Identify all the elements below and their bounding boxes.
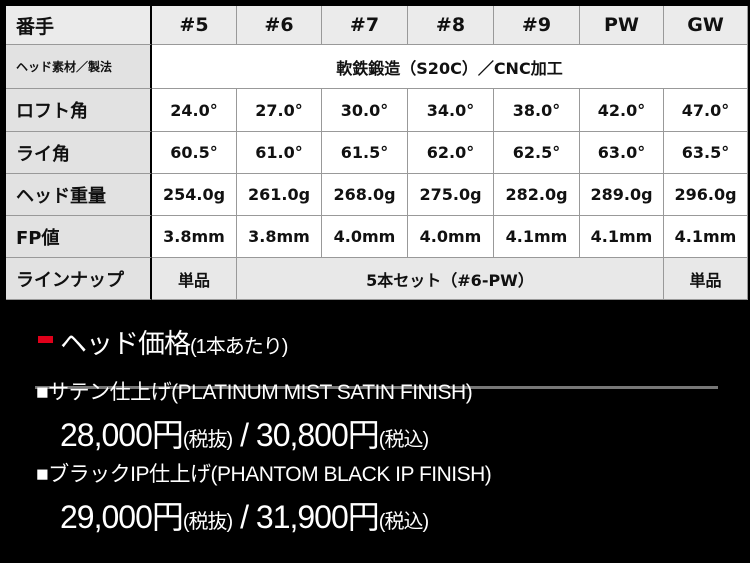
table-cell: 3.8mm: [237, 216, 322, 258]
table-cell: 61.0°: [237, 132, 322, 174]
row-label: ライ角: [6, 132, 152, 174]
table-cell: 3.8mm: [152, 216, 237, 258]
col-header: #5: [152, 6, 237, 45]
row-label: ロフト角: [6, 89, 152, 132]
lineup-label: ラインナップ: [6, 258, 152, 300]
table-cell: 60.5°: [152, 132, 237, 174]
material-value: 軟鉄鍛造（S20C）／CNC加工: [152, 45, 748, 89]
table-cell: 42.0°: [580, 89, 664, 132]
col-header: #7: [322, 6, 408, 45]
header-label: 番手: [6, 6, 152, 45]
table-cell: 261.0g: [237, 174, 322, 216]
table-cell: 268.0g: [322, 174, 408, 216]
table-cell: 296.0g: [664, 174, 748, 216]
table-cell: 30.0°: [322, 89, 408, 132]
table-cell: 282.0g: [494, 174, 580, 216]
table-cell: 62.0°: [408, 132, 494, 174]
row-label: FP値: [6, 216, 152, 258]
table-cell: 4.0mm: [408, 216, 494, 258]
col-header: #9: [494, 6, 580, 45]
divider: [35, 386, 718, 389]
table-cell: 4.1mm: [664, 216, 748, 258]
table-cell: 24.0°: [152, 89, 237, 132]
price-section: ヘッド価格(1本あたり) ■サテン仕上げ(PLATINUM MIST SATIN…: [0, 300, 750, 563]
col-header: #8: [408, 6, 494, 45]
finish-price: 28,000円(税抜) / 30,800円(税込): [60, 417, 429, 453]
lineup-single: 単品: [152, 258, 237, 300]
finish-name: ■サテン仕上げ(PLATINUM MIST SATIN FINISH): [36, 381, 473, 404]
finish-price: 29,000円(税抜) / 31,900円(税込): [60, 499, 429, 535]
col-header: GW: [664, 6, 748, 45]
table-cell: 4.0mm: [322, 216, 408, 258]
table-cell: 289.0g: [580, 174, 664, 216]
table-cell: 47.0°: [664, 89, 748, 132]
table-cell: 254.0g: [152, 174, 237, 216]
table-cell: 63.0°: [580, 132, 664, 174]
table-cell: 63.5°: [664, 132, 748, 174]
table-cell: 62.5°: [494, 132, 580, 174]
lineup-set: 5本セット（#6-PW）: [237, 258, 664, 300]
table-cell: 61.5°: [322, 132, 408, 174]
table-cell: 27.0°: [237, 89, 322, 132]
lineup-single: 単品: [664, 258, 748, 300]
price-heading: ヘッド価格(1本あたり): [60, 329, 288, 359]
table-cell: 275.0g: [408, 174, 494, 216]
row-label: ヘッド重量: [6, 174, 152, 216]
table-cell: 38.0°: [494, 89, 580, 132]
material-label: ヘッド素材／製法: [6, 45, 152, 89]
col-header: PW: [580, 6, 664, 45]
finish-name: ■ブラックIP仕上げ(PHANTOM BLACK IP FINISH): [36, 463, 492, 486]
col-header: #6: [237, 6, 322, 45]
red-marker-icon: [38, 336, 53, 343]
table-cell: 4.1mm: [494, 216, 580, 258]
table-cell: 34.0°: [408, 89, 494, 132]
spec-table: 番手 #5 #6 #7 #8 #9 PW GW ヘッド素材／製法 軟鉄鍛造（S2…: [4, 4, 748, 300]
table-cell: 4.1mm: [580, 216, 664, 258]
